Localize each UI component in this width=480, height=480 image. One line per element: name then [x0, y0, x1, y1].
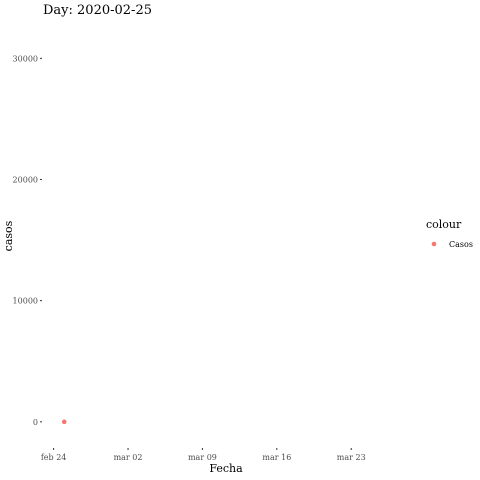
- x-axis-label: Fecha: [209, 462, 243, 475]
- data-points: [61, 419, 67, 425]
- legend-label-0: Casos: [449, 240, 473, 249]
- data-point-0-0: [61, 419, 67, 425]
- y-axis-label: casos: [2, 220, 15, 251]
- y-tick-label-3: 30000: [13, 54, 38, 63]
- y-axis: 0 10000 20000 30000: [13, 54, 42, 427]
- x-axis: feb 24 mar 02 mar 09 mar 16 mar 23: [41, 448, 366, 462]
- x-tick-label-1: mar 02: [114, 453, 143, 462]
- y-tick-label-2: 20000: [13, 176, 38, 185]
- x-tick-label-2: mar 09: [188, 453, 217, 462]
- x-tick-label-4: mar 23: [337, 453, 366, 462]
- y-tick-label-1: 10000: [13, 297, 38, 306]
- legend: colour Casos: [426, 218, 473, 249]
- x-tick-label-0: feb 24: [41, 453, 67, 462]
- y-tick-label-0: 0: [33, 418, 38, 427]
- legend-key-0: [431, 241, 437, 247]
- legend-title: colour: [426, 218, 462, 231]
- x-tick-label-3: mar 16: [262, 453, 291, 462]
- chart-title: Day: 2020-02-25: [43, 3, 152, 18]
